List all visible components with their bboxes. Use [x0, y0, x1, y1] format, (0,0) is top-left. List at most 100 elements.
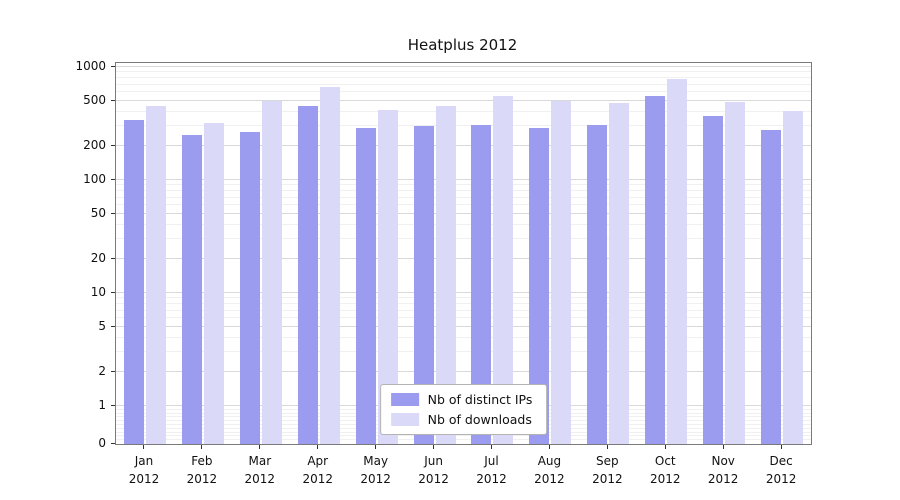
- x-tick-year: 2012: [476, 472, 507, 486]
- gridline: [116, 435, 811, 437]
- gridline: [116, 439, 811, 441]
- bar-group-apr: [290, 63, 348, 444]
- gridline: [116, 125, 811, 127]
- y-tick-label: 1: [98, 398, 106, 412]
- bar-series-container: [116, 63, 811, 444]
- bar-downloads: [377, 109, 398, 444]
- bar-group-dec: [753, 63, 811, 444]
- x-tick-mark: [259, 445, 261, 449]
- x-tick-month: Dec: [769, 454, 793, 468]
- x-tick-year: 2012: [186, 472, 218, 486]
- y-tick-label: 0: [98, 436, 106, 450]
- y-tick-label: 1000: [75, 59, 106, 73]
- x-tick-year: 2012: [302, 472, 333, 486]
- bar-distinct-ips: [239, 132, 260, 444]
- y-tick-mark: [111, 179, 115, 180]
- x-tick-mark: [433, 445, 435, 449]
- bar-downloads: [145, 106, 166, 444]
- bar-downloads: [261, 101, 282, 444]
- x-tick-label: Aug 2012: [520, 445, 578, 488]
- x-tick-month: Apr: [307, 454, 329, 468]
- bar-downloads: [493, 96, 514, 444]
- x-tick-month: May: [363, 454, 389, 468]
- y-tick-mark: [111, 370, 115, 372]
- x-tick-month: Nov: [711, 454, 735, 468]
- bar-downloads: [319, 87, 340, 444]
- x-tick-mark: [548, 445, 550, 449]
- bar-group-aug: [521, 63, 579, 444]
- bar-distinct-ips: [703, 115, 724, 444]
- x-tick-month: Mar: [248, 454, 272, 468]
- bar-downloads: [435, 106, 456, 444]
- y-tick-label: 50: [90, 206, 106, 221]
- legend-item-downloads: Nb of downloads: [390, 412, 533, 427]
- x-tick-mark: [375, 445, 377, 449]
- x-tick-mark: [317, 445, 319, 449]
- gridline: [116, 204, 811, 206]
- x-tick-mark: [490, 445, 492, 449]
- bar-distinct-ips: [355, 127, 376, 444]
- bar-distinct-ips: [645, 96, 666, 444]
- x-tick-year: 2012: [360, 472, 391, 486]
- x-tick-month: Jun: [424, 454, 443, 468]
- x-tick-mark: [606, 445, 608, 449]
- bar-distinct-ips: [529, 127, 550, 444]
- gridline: [116, 91, 811, 93]
- bar-distinct-ips: [761, 129, 782, 444]
- y-tick-label: 5: [98, 319, 106, 334]
- plot-area: Nb of distinct IPs Nb of downloads: [111, 62, 812, 445]
- gridline: [116, 189, 811, 191]
- legend-swatch-downloads: [390, 413, 419, 426]
- y-tick-mark: [111, 443, 115, 444]
- y-tick-mark: [111, 326, 115, 328]
- bar-distinct-ips: [413, 126, 434, 444]
- gridline: [116, 257, 811, 259]
- gridline: [116, 309, 811, 311]
- gridline: [116, 336, 811, 338]
- x-axis: Jan 2012 Feb 2012 Mar 2012 Apr 2012 May 2012 Jun 20…: [115, 445, 810, 488]
- bar-downloads: [667, 78, 688, 444]
- x-tick-mark: [664, 445, 666, 449]
- gridline: [116, 223, 811, 225]
- bar-distinct-ips: [123, 119, 144, 444]
- x-tick-year: 2012: [649, 472, 681, 486]
- x-tick-month: Oct: [654, 454, 676, 468]
- legend-label-distinct-ips: Nb of distinct IPs: [427, 392, 533, 407]
- gridline: [116, 184, 811, 186]
- x-tick-label: Apr 2012: [289, 445, 347, 488]
- legend: Nb of distinct IPs Nb of downloads: [379, 384, 548, 435]
- bar-distinct-ips: [297, 106, 318, 444]
- bar-downloads: [783, 110, 804, 444]
- x-tick-label: Oct 2012: [636, 445, 694, 488]
- gridline: [116, 76, 811, 78]
- x-tick-month: Feb: [191, 454, 213, 468]
- x-tick-year: 2012: [418, 472, 449, 486]
- gridline: [116, 66, 811, 67]
- x-tick-year: 2012: [534, 472, 565, 486]
- gridline: [116, 238, 811, 240]
- gridline: [116, 110, 811, 112]
- y-axis: 0 1 2 5 10 20 50 100 200 500 1000: [0, 59, 106, 449]
- bar-group-jun: [406, 63, 464, 444]
- x-tick-label: Dec 2012: [752, 445, 810, 488]
- x-tick-year: 2012: [707, 472, 739, 486]
- bar-downloads: [725, 102, 746, 444]
- y-tick-mark: [111, 100, 115, 102]
- bar-group-oct: [637, 63, 695, 444]
- bar-group-feb: [174, 63, 232, 444]
- bar-group-jul: [464, 63, 522, 444]
- y-tick-mark: [111, 213, 115, 215]
- x-tick-label: Feb 2012: [173, 445, 231, 488]
- bar-distinct-ips: [471, 125, 492, 444]
- bar-downloads: [551, 101, 572, 444]
- y-tick-label: 500: [83, 93, 106, 108]
- x-tick-mark: [201, 445, 203, 449]
- y-tick-mark: [111, 144, 115, 146]
- x-tick-label: Jul 2012: [463, 445, 521, 488]
- gridline: [116, 83, 811, 85]
- y-tick-label: 20: [90, 250, 106, 265]
- y-tick-label: 10: [90, 285, 106, 299]
- y-tick-mark: [111, 257, 115, 259]
- gridline: [116, 179, 811, 180]
